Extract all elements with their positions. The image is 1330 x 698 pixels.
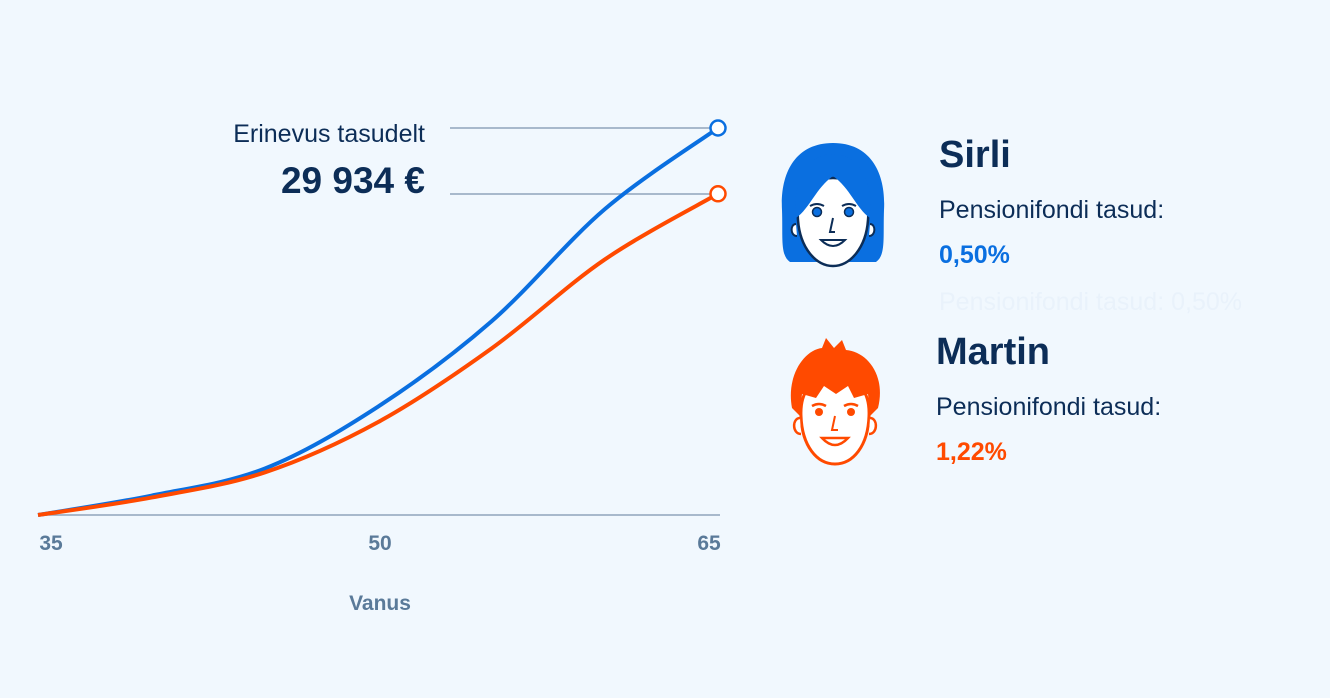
x-tick-65: 65 <box>697 532 721 555</box>
faded-fee-text: Pensionifondi tasud: 0,50% <box>939 288 1242 316</box>
fee-label: Pensionifondi tasud: <box>939 196 1165 224</box>
man-avatar-icon <box>790 338 880 466</box>
x-axis-label: Vanus <box>349 592 411 615</box>
series-line-martin <box>37 192 720 517</box>
woman-avatar-icon <box>781 143 885 268</box>
x-tick-50: 50 <box>368 532 392 555</box>
person-card-sirli: Sirli Pensionifondi tasud: 0,50% <box>939 136 1164 270</box>
x-tick-35: 35 <box>39 532 63 555</box>
difference-label: Erinevus tasudelt <box>233 120 425 148</box>
fee-value: 1,22% <box>936 438 1007 466</box>
person-name: Martin <box>936 331 1050 373</box>
difference-value: 29 934 € <box>280 160 425 201</box>
fee-comparison-chart <box>37 119 727 517</box>
person-name: Sirli <box>939 134 1011 176</box>
end-point-martin <box>709 185 727 203</box>
end-point-sirli <box>709 119 727 137</box>
fee-value: 0,50% <box>939 241 1010 269</box>
person-card-martin: Martin Pensionifondi tasud: 1,22% <box>936 333 1161 467</box>
fee-label: Pensionifondi tasud: <box>936 393 1162 421</box>
